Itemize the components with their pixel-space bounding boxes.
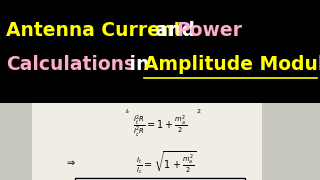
Text: $\frac{I_t^2 R}{I_c^2 R} = 1 + \frac{m_a^2}{2}$: $\frac{I_t^2 R}{I_c^2 R} = 1 + \frac{m_a…: [133, 114, 187, 140]
Text: Power: Power: [176, 21, 242, 40]
Text: in: in: [123, 55, 156, 74]
Text: and: and: [149, 21, 201, 40]
Text: $2$: $2$: [196, 107, 201, 115]
Text: $I_c$: $I_c$: [125, 107, 131, 116]
Text: Antenna Current: Antenna Current: [6, 21, 183, 40]
Text: $\Rightarrow$: $\Rightarrow$: [65, 158, 76, 168]
Text: Calculations: Calculations: [6, 55, 136, 74]
Bar: [0, 0, 320, 103]
Bar: [32, 102, 262, 180]
Text: $\frac{I_t}{I_c} = \sqrt{1 + \frac{m_a^2}{2}}$: $\frac{I_t}{I_c} = \sqrt{1 + \frac{m_a^2…: [136, 149, 197, 176]
FancyBboxPatch shape: [75, 178, 245, 180]
Text: Amplitude Modulation: Amplitude Modulation: [144, 55, 320, 74]
